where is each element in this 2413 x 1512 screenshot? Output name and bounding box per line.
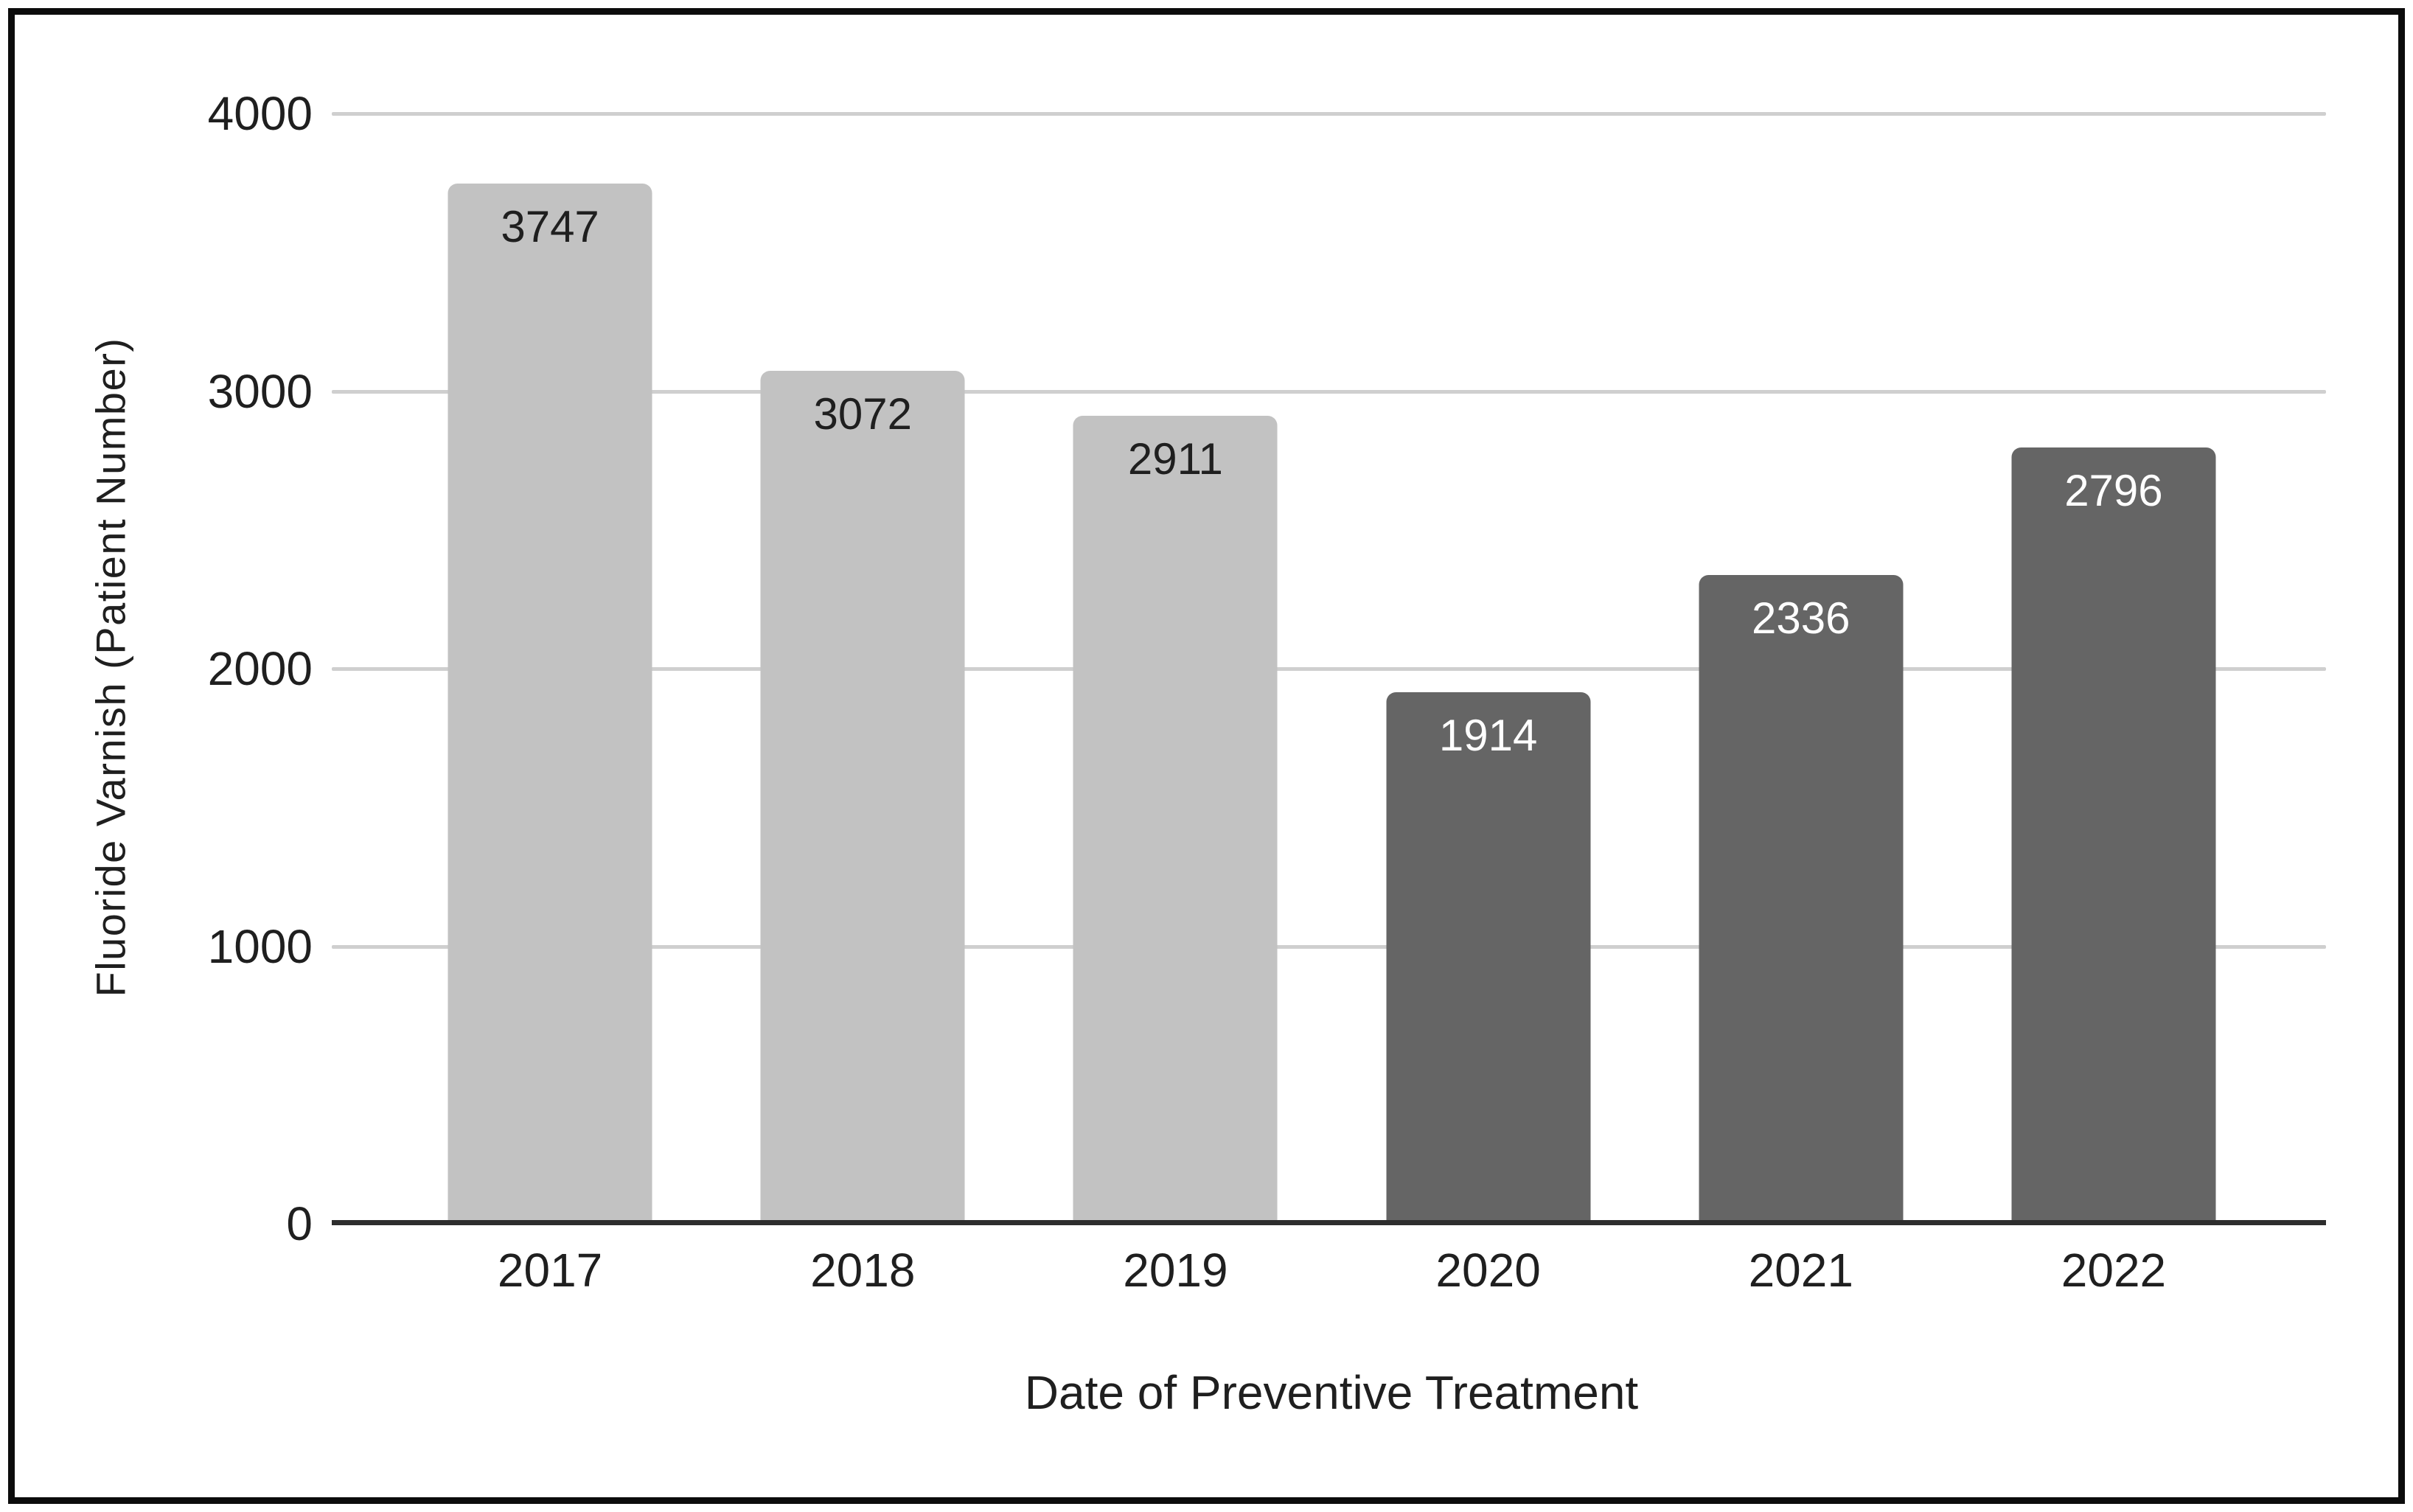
bar-value-label: 2911 bbox=[1127, 434, 1223, 484]
y-tick-label: 2000 bbox=[207, 642, 313, 695]
x-tick-label: 2020 bbox=[1435, 1244, 1541, 1297]
y-tick-label: 0 bbox=[286, 1197, 313, 1250]
bar-2022: 2796 bbox=[2011, 447, 2216, 1224]
bar-2017: 3747 bbox=[448, 184, 652, 1224]
bar-value-label: 1914 bbox=[1438, 711, 1538, 760]
y-tick-label: 3000 bbox=[207, 364, 313, 418]
x-tick-label: 2018 bbox=[810, 1244, 916, 1297]
bar-value-label: 2796 bbox=[2064, 466, 2163, 515]
category-slot: 3072 bbox=[706, 114, 1019, 1224]
bar-2021: 2336 bbox=[1699, 575, 1904, 1224]
category-slot: 2796 bbox=[1957, 114, 2270, 1224]
gridline bbox=[332, 389, 2326, 394]
gridline bbox=[332, 667, 2326, 671]
x-axis-title: Date of Preventive Treatment bbox=[1024, 1366, 1639, 1419]
category-slot: 2336 bbox=[1645, 114, 1957, 1224]
bar-value-label: 3747 bbox=[501, 202, 599, 251]
bar-2019: 2911 bbox=[1073, 416, 1278, 1224]
category-slot: 2911 bbox=[1019, 114, 1331, 1224]
bar-2018: 3072 bbox=[760, 371, 965, 1224]
bar-value-label: 2336 bbox=[1752, 593, 1850, 643]
gridline bbox=[332, 112, 2326, 116]
bar-2020: 1914 bbox=[1386, 692, 1591, 1224]
category-slot: 3747 bbox=[394, 114, 706, 1224]
bar-value-label: 3072 bbox=[813, 389, 912, 439]
x-axis-line bbox=[332, 1220, 2326, 1225]
x-tick-label: 2019 bbox=[1123, 1244, 1228, 1297]
plot-area: 3747 3072 2911 1914 2336 2796 bbox=[394, 114, 2270, 1224]
x-tick-label: 2021 bbox=[1748, 1244, 1853, 1297]
y-tick-label: 1000 bbox=[207, 919, 313, 973]
x-tick-label: 2017 bbox=[497, 1244, 603, 1297]
x-axis-tick-labels: 2017 2018 2019 2020 2021 2022 bbox=[394, 1244, 2270, 1296]
category-slot: 1914 bbox=[1332, 114, 1645, 1224]
x-tick-label: 2022 bbox=[2061, 1244, 2167, 1297]
gridline bbox=[332, 944, 2326, 949]
y-tick-label: 4000 bbox=[207, 87, 313, 140]
